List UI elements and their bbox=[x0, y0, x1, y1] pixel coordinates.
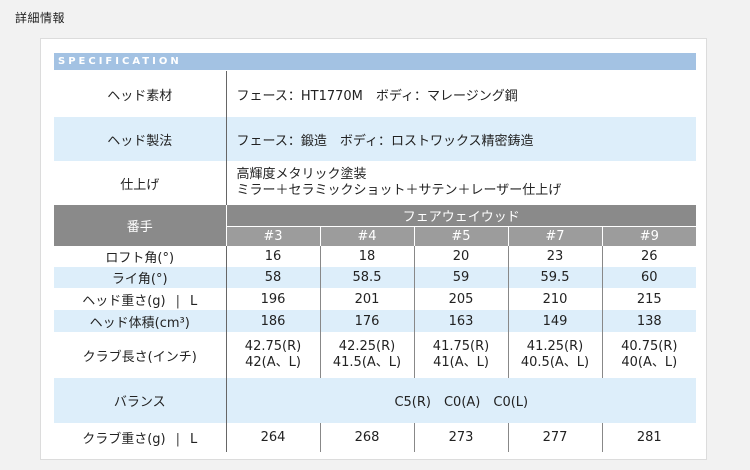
head-weight-value: 210 bbox=[508, 288, 603, 310]
club-length-r: 42.75(R) bbox=[244, 339, 302, 354]
divider: | bbox=[175, 432, 181, 447]
club-length-r: 40.75(R) bbox=[621, 339, 678, 354]
row-loft: ロフト角(°) 16 18 20 23 26 bbox=[54, 246, 697, 267]
row-lie: ライ角(°) 58 58.5 59 59.5 60 bbox=[54, 267, 697, 288]
value-head-material: フェース：HT1770M ボディ：マレージング鋼 bbox=[226, 71, 697, 117]
club-weight-value: 264 bbox=[226, 423, 321, 452]
row-head-method: ヘッド製法 フェース：鍛造 ボディ：ロストワックス精密鋳造 bbox=[54, 117, 697, 161]
club-weight-value: 268 bbox=[320, 423, 415, 452]
club-length-al: 41(A、L) bbox=[433, 355, 489, 370]
label-lie: ライ角(°) bbox=[54, 267, 227, 288]
club-length-al: 41.5(A、L) bbox=[332, 355, 402, 370]
row-model-numbers: #3 #4 #5 #7 #9 bbox=[54, 226, 697, 246]
head-volume-value: 176 bbox=[320, 310, 415, 332]
head-volume-value: 149 bbox=[508, 310, 603, 332]
label-head-weight: ヘッド重さ(g) bbox=[82, 293, 166, 309]
label-head-volume: ヘッド体積(cm³) bbox=[54, 310, 227, 332]
spec-title-bar: SPECIFICATION bbox=[54, 53, 696, 70]
club-weight-value: 277 bbox=[508, 423, 603, 452]
head-volume-value: 163 bbox=[414, 310, 509, 332]
model-number: #7 bbox=[508, 226, 603, 246]
lie-value: 60 bbox=[602, 267, 697, 288]
model-number: #9 bbox=[602, 226, 697, 246]
loft-value: 20 bbox=[414, 246, 509, 267]
label-number: 番手 bbox=[54, 205, 227, 246]
head-weight-value: 215 bbox=[602, 288, 697, 310]
value-head-method: フェース：鍛造 ボディ：ロストワックス精密鋳造 bbox=[226, 117, 697, 161]
club-length-r: 41.25(R) bbox=[526, 339, 584, 354]
loft-value: 26 bbox=[602, 246, 697, 267]
flex-label: L bbox=[190, 293, 198, 309]
lie-value: 58.5 bbox=[320, 267, 415, 288]
flex-label: L bbox=[190, 432, 198, 447]
value-finish-line2: ミラー＋セラミックショット＋サテン＋レーザー仕上げ bbox=[236, 183, 562, 198]
label-finish: 仕上げ bbox=[54, 161, 227, 205]
model-number: #4 bbox=[320, 226, 415, 246]
row-head-volume: ヘッド体積(cm³) 186 176 163 149 138 bbox=[54, 310, 697, 332]
club-length-r: 42.25(R) bbox=[338, 339, 396, 354]
label-club-length: クラブ長さ(インチ) bbox=[54, 332, 227, 378]
row-number-header: 番手 フェアウェイウッド bbox=[54, 205, 697, 246]
head-volume-value: 186 bbox=[226, 310, 321, 332]
lie-value: 59 bbox=[414, 267, 509, 288]
label-balance: バランス bbox=[54, 378, 227, 423]
spec-card: SPECIFICATION ヘッド素材 フェース：HT1770M ボディ：マレー… bbox=[40, 38, 707, 460]
value-balance: C5(R) C0(A) C0(L) bbox=[226, 378, 697, 423]
head-weight-value: 201 bbox=[320, 288, 415, 310]
lie-value: 58 bbox=[226, 267, 321, 288]
label-loft: ロフト角(°) bbox=[54, 246, 227, 267]
page-heading: 詳細情報 bbox=[15, 11, 66, 25]
row-head-weight: ヘッド重さ(g) | L 196 201 205 210 215 bbox=[54, 288, 697, 310]
row-club-weight: クラブ重さ(g) | L 264 268 273 277 281 bbox=[54, 423, 697, 452]
model-number: #5 bbox=[414, 226, 509, 246]
row-balance: バランス C5(R) C0(A) C0(L) bbox=[54, 378, 697, 423]
row-head-material: ヘッド素材 フェース：HT1770M ボディ：マレージング鋼 bbox=[54, 71, 697, 117]
club-weight-value: 273 bbox=[414, 423, 509, 452]
club-length-al: 42(A、L) bbox=[245, 355, 301, 370]
loft-value: 18 bbox=[320, 246, 415, 267]
club-weight-value: 281 bbox=[602, 423, 697, 452]
model-number: #3 bbox=[226, 226, 321, 246]
divider: | bbox=[175, 293, 181, 309]
club-length-al: 40(A、L) bbox=[621, 355, 678, 370]
spec-table: ヘッド素材 フェース：HT1770M ボディ：マレージング鋼 ヘッド製法 フェー… bbox=[54, 71, 697, 452]
head-weight-value: 196 bbox=[226, 288, 321, 310]
club-length-r: 41.75(R) bbox=[432, 339, 490, 354]
label-head-method: ヘッド製法 bbox=[54, 117, 227, 161]
loft-value: 23 bbox=[508, 246, 603, 267]
head-weight-value: 205 bbox=[414, 288, 509, 310]
head-volume-value: 138 bbox=[602, 310, 697, 332]
label-club-weight: クラブ重さ(g) bbox=[82, 432, 166, 447]
label-head-material: ヘッド素材 bbox=[54, 71, 227, 117]
header-group-fairway-wood: フェアウェイウッド bbox=[226, 205, 697, 227]
club-length-al: 40.5(A、L) bbox=[520, 355, 590, 370]
row-finish: 仕上げ 高輝度メタリック塗装 ミラー＋セラミックショット＋サテン＋レーザー仕上げ bbox=[54, 161, 697, 205]
value-finish-line1: 高輝度メタリック塗装 bbox=[236, 167, 367, 182]
row-club-length: クラブ長さ(インチ) 42.75(R) 42(A、L) 42.25(R) 41.… bbox=[54, 332, 697, 378]
lie-value: 59.5 bbox=[508, 267, 603, 288]
loft-value: 16 bbox=[226, 246, 321, 267]
